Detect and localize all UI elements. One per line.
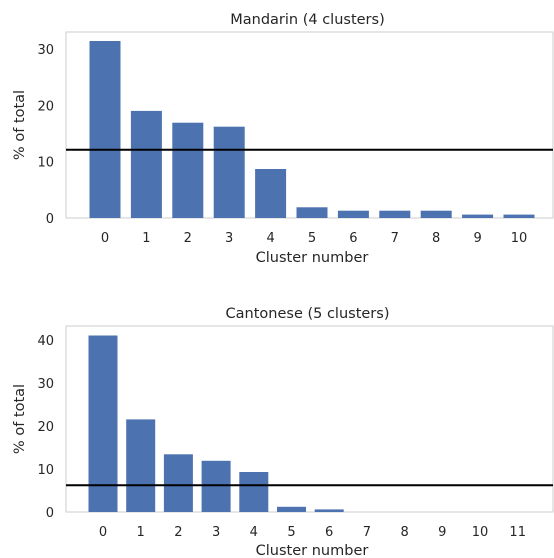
- x-tick-label: 9: [473, 231, 481, 246]
- bar-cluster-6: [337, 210, 369, 218]
- bar-cluster-4: [255, 169, 287, 218]
- x-tick-label: 7: [391, 231, 399, 246]
- chart-title: Cantonese (5 clusters): [226, 306, 390, 322]
- axes-frame: [65, 325, 554, 513]
- x-tick-label: 10: [472, 525, 489, 540]
- y-tick-label: 10: [37, 156, 54, 171]
- bar-cluster-3: [213, 126, 245, 218]
- y-tick-label: 20: [37, 420, 54, 435]
- x-tick-label: 6: [325, 525, 333, 540]
- y-tick-label: 30: [37, 43, 54, 58]
- bar-cluster-5: [296, 207, 328, 218]
- y-tick-label: 30: [37, 377, 54, 392]
- bar-cluster-4: [239, 472, 269, 512]
- x-tick-label: 0: [99, 525, 107, 540]
- x-axis-label: Cluster number: [256, 543, 369, 558]
- bar-cluster-1: [130, 110, 162, 218]
- cantonese-chart: 0 1 2 3 4 5 6 7 8 9 10 11 0 10 20 30 40 Cantonese (5 clus…: [12, 306, 554, 558]
- x-tick-label: 8: [432, 231, 440, 246]
- bar-cluster-2: [163, 454, 193, 512]
- y-tick-label: 40: [37, 334, 54, 349]
- x-tick-label: 5: [287, 525, 295, 540]
- x-tick-label: 1: [142, 231, 150, 246]
- x-tick-label: 2: [174, 525, 182, 540]
- x-tick-label: 7: [363, 525, 371, 540]
- y-axis-label: % of total: [12, 384, 28, 454]
- y-tick-label: 0: [46, 506, 54, 521]
- bar-cluster-7: [379, 210, 411, 218]
- bar-cluster-8: [420, 210, 452, 218]
- bar-cluster-1: [126, 419, 156, 512]
- x-tick-label: 11: [509, 525, 526, 540]
- x-tick-label: 3: [212, 525, 220, 540]
- bar-cluster-10: [503, 214, 535, 218]
- mandarin-chart: 0 1 2 3 4 5 6 7 8 9 10 0 10 20 30 Mandarin (4 clusters)…: [12, 12, 554, 266]
- x-axis-label: Cluster number: [256, 250, 369, 266]
- x-tick-label: 8: [400, 525, 408, 540]
- bar-cluster-2: [172, 122, 204, 218]
- chart-title: Mandarin (4 clusters): [230, 12, 384, 28]
- bar-cluster-6: [314, 509, 344, 512]
- x-tick-label: 3: [225, 231, 233, 246]
- x-tick-label: 2: [184, 231, 192, 246]
- x-tick-label: 6: [349, 231, 357, 246]
- bar-cluster-0: [89, 41, 121, 218]
- bar-cluster-3: [201, 460, 231, 512]
- x-tick-label: 4: [266, 231, 274, 246]
- x-tick-label: 4: [250, 525, 258, 540]
- x-tick-label: 10: [511, 231, 528, 246]
- y-axis-label: % of total: [12, 90, 28, 160]
- x-tick-label: 0: [101, 231, 109, 246]
- x-tick-label: 9: [438, 525, 446, 540]
- bar-cluster-5: [277, 506, 306, 512]
- x-tick-label: 1: [137, 525, 145, 540]
- bar-cluster-0: [88, 335, 118, 512]
- y-tick-label: 10: [37, 463, 54, 478]
- x-tick-label: 5: [308, 231, 316, 246]
- bar-cluster-9: [462, 214, 494, 218]
- y-tick-label: 20: [37, 99, 54, 114]
- y-tick-label: 0: [46, 212, 54, 227]
